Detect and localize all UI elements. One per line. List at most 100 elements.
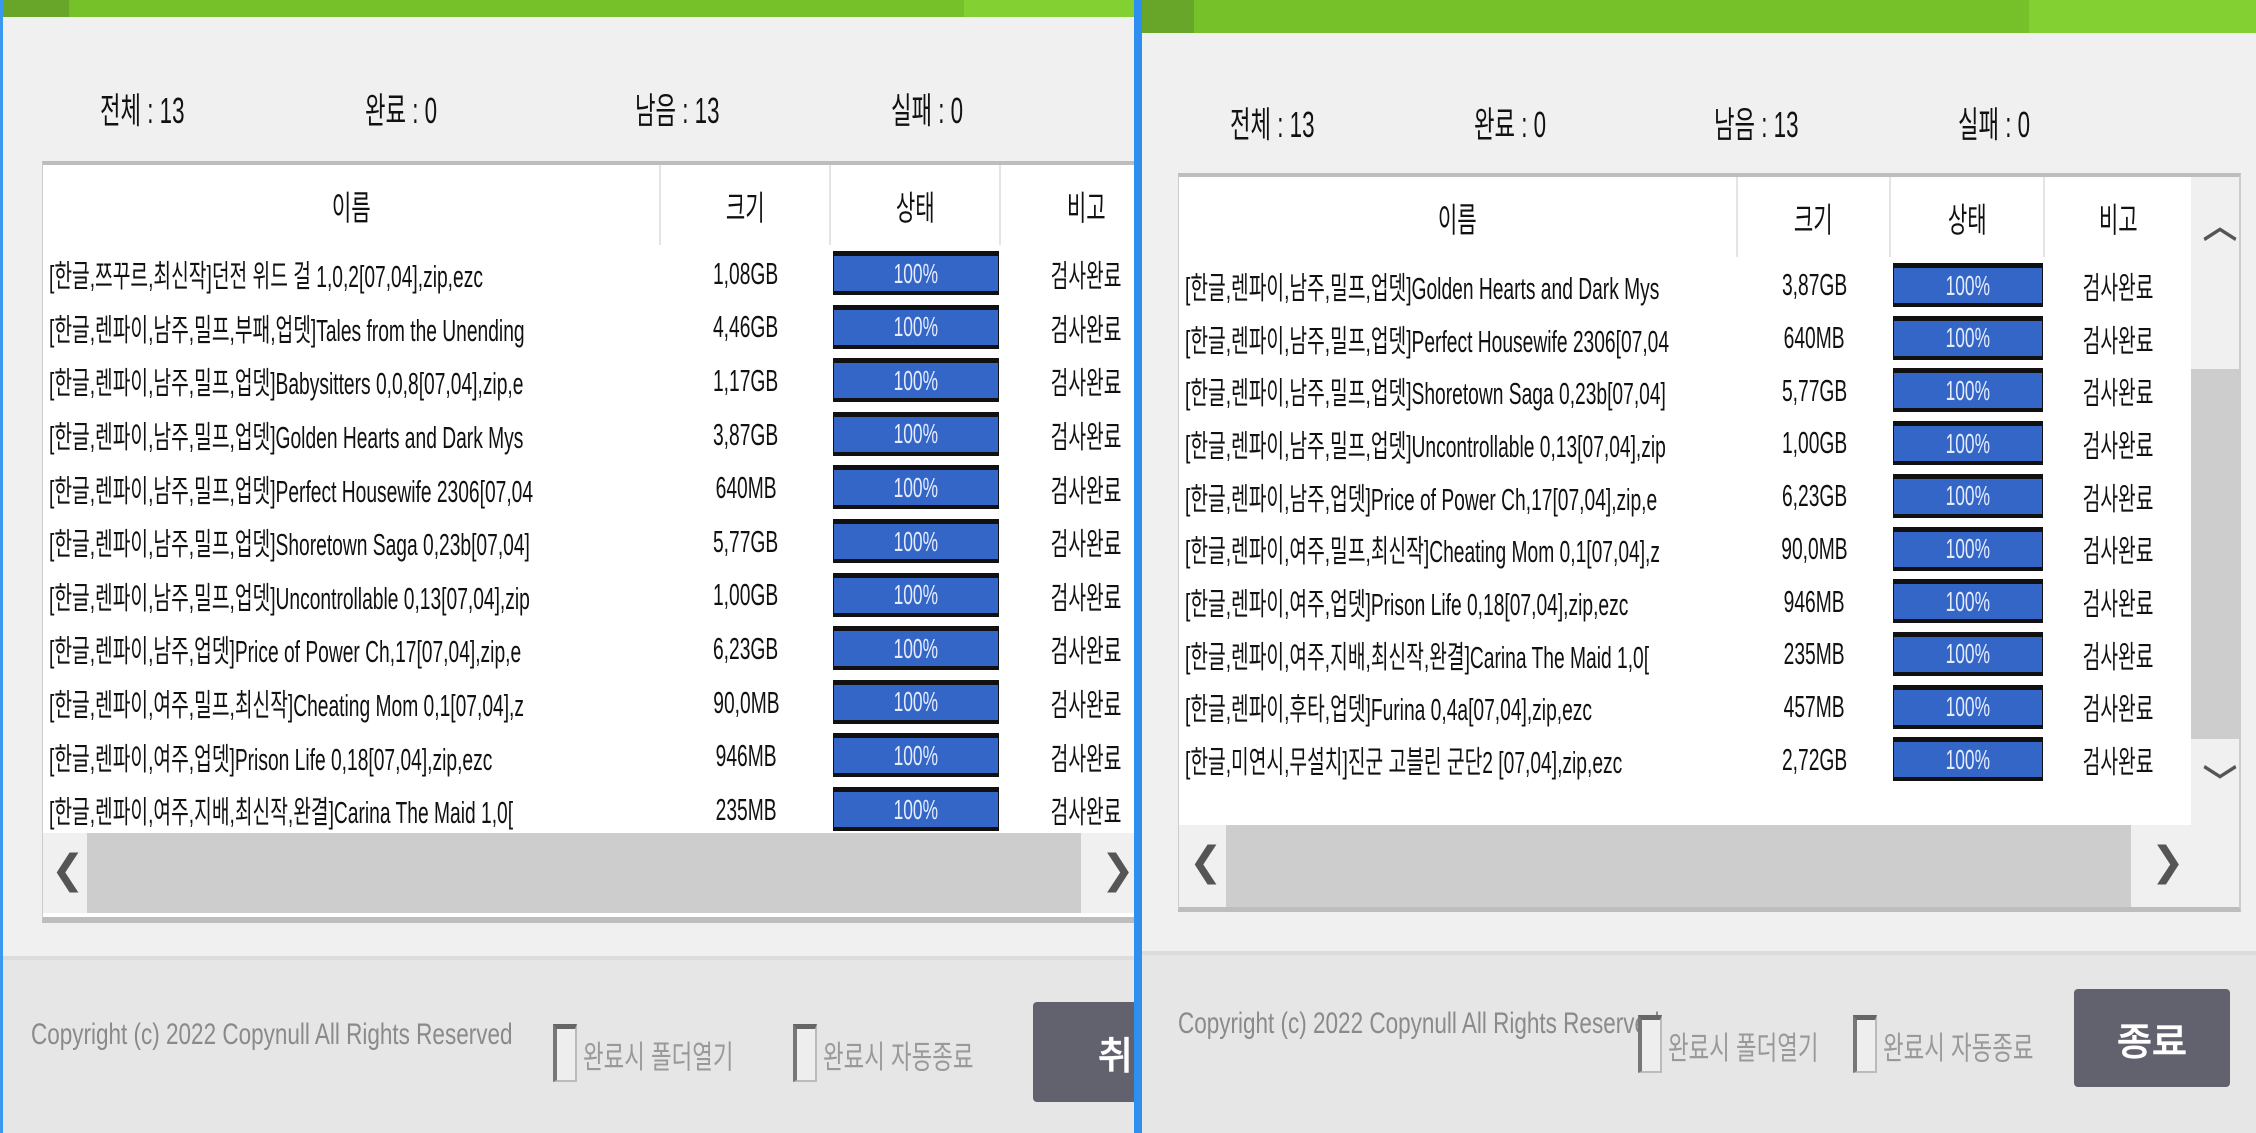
stat-failed: 실패 : 0 [891,90,964,131]
progress-label: 100% [893,525,939,557]
progress-label: 100% [893,686,939,718]
scroll-up-icon[interactable]: ︿ [2203,208,2237,246]
table-row[interactable]: [한글,렌파이,남주,업뎃]Price of Power Ch,17[07,04… [43,622,1134,676]
file-size-text: 1,17GB [713,362,779,398]
scroll-down-icon[interactable]: ﹀ [2203,764,2237,802]
file-name-text: [한글,렌파이,여주,지배,최신작,완결]Carina The Maid 1,0… [1185,639,1650,675]
file-name-text: [한글,렌파이,남주,밀프,업뎃]Uncontrollable 0,13[07,… [1185,428,1666,464]
table-row[interactable]: [한글,렌파이,남주,밀프,업뎃]Uncontrollable 0,13[07,… [1179,417,2191,470]
progress-bar: 100% [1893,421,2043,466]
file-size-text: 235MB [715,791,777,827]
file-name-text: [한글,렌파이,남주,밀프,업뎃]Perfect Housewife 2306[… [49,473,534,509]
stat-remaining: 남음 : 13 [635,90,720,131]
file-name: [한글,렌파이,여주,지배,최신작,완결]Carina The Maid 1,0… [1179,628,1738,681]
scrollbar-thumb[interactable] [2191,369,2239,739]
status-note-text: 검사완료 [1050,420,1122,456]
table-row[interactable]: [한글,렌파이,남주,업뎃]Price of Power Ch,17[07,04… [1179,470,2191,523]
file-name: [한글,렌파이,후타,업뎃]Furina 0,4a[07,04],zip,ezc [1179,681,1738,734]
stat-total: 전체 : 13 [100,90,185,131]
file-list-table: 이름 크기 상태 비고 [한글,쯔꾸르,최신작]던전 위드 걸 1,0,2[07… [42,161,1134,923]
status-note: 검사완료 [2045,259,2191,312]
progress-bar: 100% [1893,684,2043,729]
vertical-scrollbar[interactable]: ︿ ﹀ [2191,177,2239,825]
status-note-text: 검사완료 [2082,587,2154,623]
open-folder-checkbox[interactable] [553,1024,577,1082]
table-row[interactable]: [한글,렌파이,남주,밀프,업뎃]Golden Hearts and Dark … [1179,259,2191,312]
table-row[interactable]: [한글,쯔꾸르,최신작]던전 위드 걸 1,0,2[07,04],zip,ezc… [43,247,1134,301]
status-note: 검사완료 [1001,729,1134,783]
table-row[interactable]: [한글,렌파이,남주,밀프,업뎃]Shoretown Saga 0,23b[07… [1179,364,2191,417]
status-note-text: 검사완료 [1050,741,1122,777]
status-note-text: 검사완료 [1050,473,1122,509]
file-size: 457MB [1738,681,1891,734]
file-name-text: [한글,렌파이,남주,밀프,업뎃]Shoretown Saga 0,23b[07… [49,527,530,563]
stat-failed: 실패 : 0 [1958,104,2031,145]
file-size-text: 90,0MB [712,684,780,720]
table-row[interactable]: [한글,미연시,무설치]진군 고블린 군단2 [07,04],zip,ezc 2,… [1179,733,2191,786]
file-name-text: [한글,렌파이,남주,밀프,업뎃]Uncontrollable 0,13[07,… [49,580,530,616]
exit-button[interactable]: 종료 [2074,989,2230,1087]
table-row[interactable]: [한글,렌파이,남주,밀프,업뎃]Shoretown Saga 0,23b[07… [43,515,1134,569]
file-size-text: 1,00GB [713,577,779,613]
file-size: 1,08GB [661,247,831,301]
scroll-left-icon[interactable]: ❮ [1189,840,1223,884]
table-row[interactable]: [한글,렌파이,남주,밀프,업뎃]Uncontrollable 0,13[07,… [43,569,1134,623]
file-size: 3,87GB [1738,259,1891,312]
status-note-text: 검사완료 [1050,366,1122,402]
progress-bar: 100% [833,679,999,724]
table-row[interactable]: [한글,렌파이,여주,지배,최신작,완결]Carina The Maid 1,0… [1179,628,2191,681]
scroll-right-icon[interactable]: ❯ [2151,840,2185,884]
table-row[interactable]: [한글,렌파이,여주,업뎃]Prison Life 0,18[07,04],zi… [43,729,1134,783]
scroll-left-icon[interactable]: ❮ [51,848,85,892]
left-window: 전체 : 13 완료 : 0 남음 : 13 실패 : 0 이름 크기 상태 비… [0,0,1134,1133]
column-header-status[interactable]: 상태 [831,165,1001,245]
file-size-text: 3,87GB [713,416,779,452]
column-header-name[interactable]: 이름 [43,165,661,245]
file-size-text: 5,77GB [1781,372,1848,408]
column-header-size[interactable]: 크기 [1738,177,1891,257]
open-folder-label: 완료시 폴더열기 [1668,1030,1819,1066]
progress-label: 100% [1945,269,1991,301]
scroll-right-icon[interactable]: ❯ [1101,848,1134,892]
status-note-text: 검사완료 [2082,639,2154,675]
file-size: 6,23GB [661,622,831,676]
cancel-button[interactable]: 취소 [1033,1002,1134,1102]
progress-bar: 100% [833,465,999,510]
table-row[interactable]: [한글,렌파이,남주,밀프,업뎃]Perfect Housewife 2306[… [1179,312,2191,365]
auto-exit-checkbox[interactable] [1853,1015,1877,1073]
table-row[interactable]: [한글,렌파이,남주,밀프,업뎃]Perfect Housewife 2306[… [43,461,1134,515]
progress-bar: 100% [1893,631,2043,676]
file-name: [한글,렌파이,남주,밀프,업뎃]Shoretown Saga 0,23b[07… [1179,364,1738,417]
scrollbar-thumb[interactable] [87,833,1081,913]
auto-exit-checkbox[interactable] [793,1024,817,1082]
progress-label: 100% [893,632,939,664]
table-row[interactable]: [한글,렌파이,여주,지배,최신작,완결]Carina The Maid 1,0… [43,783,1134,837]
table-row[interactable]: [한글,렌파이,후타,업뎃]Furina 0,4a[07,04],zip,ezc… [1179,681,2191,734]
column-header-status[interactable]: 상태 [1891,177,2045,257]
scrollbar-thumb[interactable] [1226,825,2131,907]
file-size-text: 90,0MB [1781,530,1848,566]
horizontal-scrollbar[interactable]: ❮ ❯ [43,833,1134,913]
column-header-name[interactable]: 이름 [1179,177,1738,257]
table-row[interactable]: [한글,렌파이,남주,밀프,업뎃]Golden Hearts and Dark … [43,408,1134,462]
table-row[interactable]: [한글,렌파이,여주,업뎃]Prison Life 0,18[07,04],zi… [1179,575,2191,628]
table-row[interactable]: [한글,렌파이,여주,밀프,최신작]Cheating Mom 0,1[07,04… [1179,523,2191,576]
open-folder-checkbox[interactable] [1638,1015,1662,1073]
progress-bar: 100% [833,304,999,349]
status-note: 검사완료 [1001,783,1134,837]
file-name: [한글,미연시,무설치]진군 고블린 군단2 [07,04],zip,ezc [1179,733,1738,786]
column-header-note[interactable]: 비고 [1066,189,1106,228]
horizontal-scrollbar[interactable]: ❮ ❯ [1179,825,2239,907]
column-header-size[interactable]: 크기 [661,165,831,245]
file-name-text: [한글,렌파이,남주,업뎃]Price of Power Ch,17[07,04… [49,634,522,670]
file-list-table: 이름 크기 상태 비고 ︿ ﹀ [한글,렌파이,남주,밀프,업뎃]Golden … [1178,173,2241,912]
table-row[interactable]: [한글,렌파이,남주,밀프,업뎃]Babysitters 0,0,8[07,04… [43,354,1134,408]
table-row[interactable]: [한글,렌파이,남주,밀프,부패,업뎃]Tales from the Unend… [43,301,1134,355]
file-size-text: 3,87GB [1781,267,1848,303]
status-note: 검사완료 [2045,312,2191,365]
file-size: 235MB [1738,628,1891,681]
column-header-note[interactable]: 비고 [2098,201,2138,240]
file-size: 640MB [1738,312,1891,365]
table-row[interactable]: [한글,렌파이,여주,밀프,최신작]Cheating Mom 0,1[07,04… [43,676,1134,730]
right-window: 전체 : 13 완료 : 0 남음 : 13 실패 : 0 이름 크기 상태 비… [1142,0,2256,1133]
